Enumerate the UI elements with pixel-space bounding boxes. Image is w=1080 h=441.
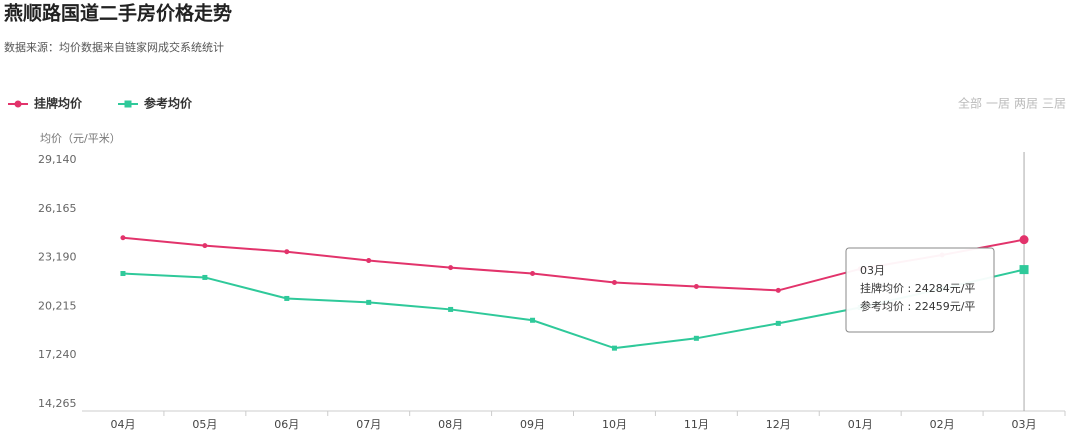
point: [530, 271, 536, 277]
y-tick-label: 23,190: [38, 251, 77, 264]
x-tick-label: 10月: [602, 418, 627, 431]
legend-marker: [14, 100, 22, 108]
y-tick-label: 26,165: [38, 202, 77, 215]
point: [284, 249, 290, 255]
x-tick-label: 08月: [438, 418, 463, 431]
tooltip-box: [845, 247, 995, 333]
point: [366, 299, 372, 305]
x-tick-label: 04月: [110, 418, 135, 431]
point: [202, 243, 208, 249]
chart-subtitle: 数据来源：均价数据来自链家网成交系统统计: [4, 40, 224, 54]
tab[interactable]: 三居: [1042, 97, 1066, 111]
point: [775, 287, 781, 293]
y-tick-label: 17,240: [38, 348, 77, 361]
y-tick-label: 29,140: [38, 153, 77, 166]
x-tick-label: 02月: [930, 418, 955, 431]
point: [284, 295, 290, 301]
x-tick-label: 09月: [520, 418, 545, 431]
x-tick-label: 05月: [192, 418, 217, 431]
x-tick-label: 12月: [766, 418, 791, 431]
point: [530, 317, 536, 323]
tab[interactable]: 全部: [958, 96, 982, 111]
x-tick-label: 06月: [274, 418, 299, 431]
point: [202, 274, 208, 280]
y-tick-label: 20,215: [38, 299, 77, 312]
point: [448, 306, 454, 312]
x-tick-label: 03月: [1012, 418, 1037, 431]
point: [448, 265, 454, 271]
point: [775, 320, 781, 326]
tooltip-line: 参考均价 : 22459元/平: [860, 299, 975, 313]
point: [1019, 265, 1029, 275]
y-axis-label: 均价（元/平米）: [40, 132, 121, 145]
point: [120, 235, 126, 241]
x-tick-label: 11月: [684, 418, 709, 431]
tooltip-line: 挂牌均价 : 24284元/平: [860, 281, 975, 295]
y-tick-label: 14,265: [38, 397, 77, 410]
point: [611, 345, 617, 351]
x-tick-label: 01月: [848, 418, 873, 431]
point: [1019, 235, 1029, 245]
legend-label: 挂牌均价: [34, 96, 83, 111]
legend-label: 参考均价: [144, 96, 193, 111]
tooltip-title: 03月: [860, 264, 885, 277]
tab[interactable]: 两居: [1014, 97, 1038, 111]
point: [120, 271, 126, 277]
point: [693, 283, 699, 289]
point: [366, 258, 372, 264]
point: [611, 280, 617, 286]
chart-title: 燕顺路国道二手房价格走势: [4, 2, 232, 25]
point: [693, 335, 699, 341]
x-tick-label: 07月: [356, 418, 381, 431]
legend-marker: [124, 100, 132, 108]
tab[interactable]: 一居: [986, 97, 1010, 111]
